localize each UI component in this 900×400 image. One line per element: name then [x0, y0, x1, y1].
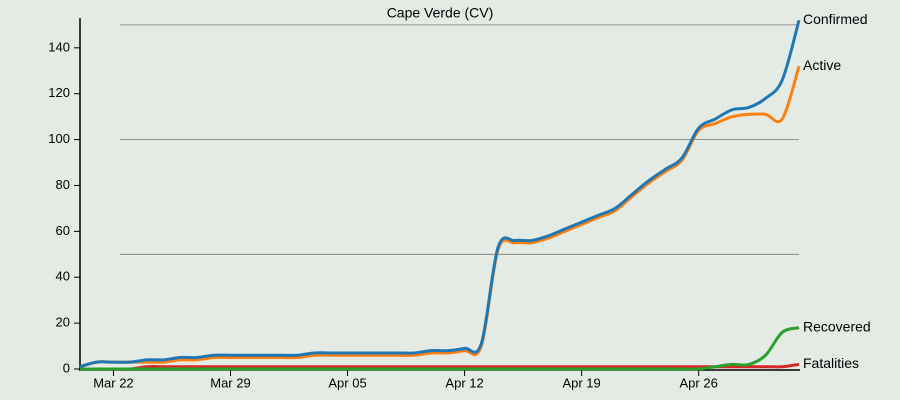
x-tick-label: Apr 19 [562, 375, 600, 390]
y-tick-label: 0 [63, 360, 70, 375]
x-tick-label: Apr 05 [328, 375, 366, 390]
x-tick-label: Mar 22 [93, 375, 133, 390]
x-tick-label: Apr 26 [680, 375, 718, 390]
y-tick-label: 80 [56, 177, 70, 192]
y-tick-label: 140 [48, 39, 70, 54]
series-label: Active [803, 57, 841, 73]
y-tick-label: 40 [56, 269, 70, 284]
y-tick-label: 60 [56, 223, 70, 238]
series-label: Confirmed [803, 11, 868, 27]
series-line [79, 19, 801, 369]
series-label: Fatalities [803, 355, 859, 371]
series-line [80, 326, 800, 371]
x-tick-label: Mar 29 [210, 375, 250, 390]
series-line [80, 362, 800, 371]
series-line [79, 65, 801, 369]
x-tick-label: Apr 12 [445, 375, 483, 390]
chart-title: Cape Verde (CV) [387, 5, 494, 21]
y-tick-label: 100 [48, 131, 70, 146]
series-label: Recovered [803, 318, 871, 334]
y-tick-label: 20 [56, 315, 70, 330]
y-tick-label: 120 [48, 85, 70, 100]
